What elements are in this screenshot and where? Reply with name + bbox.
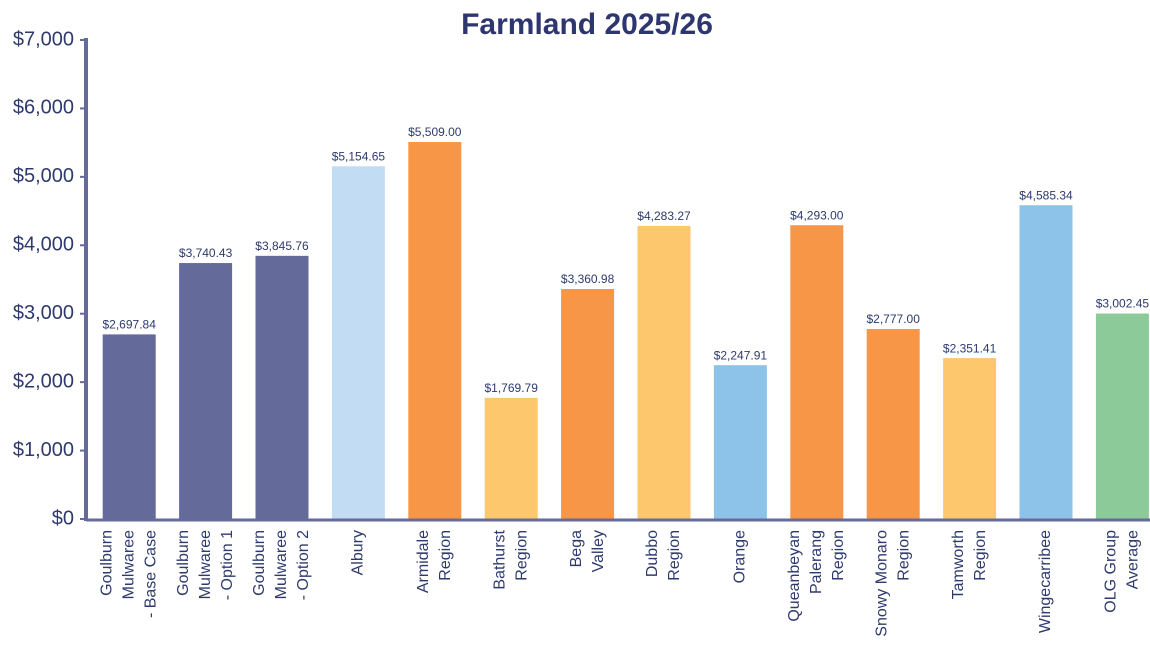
value-label: $4,293.00 (790, 208, 844, 222)
chart-title: Farmland 2025/26 (461, 8, 713, 41)
x-tick-label: Orange (732, 530, 749, 583)
x-tick-label: Region (895, 530, 912, 581)
bar (102, 334, 156, 519)
y-tick-label: $1,000 (13, 439, 74, 461)
x-tick-label: Region (972, 530, 989, 581)
x-tick-label: Goulburn (251, 530, 268, 596)
value-label: $4,585.34 (1019, 188, 1073, 202)
x-tick-label: Mulwaree (120, 530, 137, 599)
x-tick-label: Bega (568, 530, 585, 567)
x-tick-label: Wingecarribee (1037, 530, 1054, 633)
x-tick-label: Armidale (415, 530, 432, 593)
x-tick-label: Mulwaree (197, 530, 214, 599)
value-label: $2,351.41 (943, 341, 997, 355)
x-tick-label: Region (666, 530, 683, 581)
x-tick-label: Goulburn (98, 530, 115, 596)
x-tick-label: Region (830, 530, 847, 581)
x-tick-label: Tamworth (950, 530, 967, 599)
value-label: $2,247.91 (714, 348, 768, 362)
bar (1095, 313, 1149, 519)
x-tick-label: Albury (350, 530, 367, 575)
value-label: $3,360.98 (561, 272, 615, 286)
value-label: $5,154.65 (332, 149, 386, 163)
value-label: $5,509.00 (408, 125, 462, 139)
y-tick-label: $3,000 (13, 302, 74, 324)
y-tick-label: $0 (52, 507, 74, 529)
bar (484, 397, 538, 519)
bar (943, 358, 997, 519)
bar (331, 166, 385, 519)
x-tick-label: Mulwaree (273, 530, 290, 599)
x-tick-label: Region (513, 530, 530, 581)
y-tick-label: $4,000 (13, 234, 74, 256)
x-tick-label: OLG Group (1103, 530, 1120, 613)
x-tick-label: Average (1125, 530, 1142, 589)
x-tick-label: Valley (590, 530, 607, 572)
value-label: $4,283.27 (637, 209, 691, 223)
x-tick-label: - Base Case (142, 530, 159, 618)
y-tick-label: $6,000 (13, 97, 74, 119)
value-label: $3,002.45 (1096, 297, 1150, 311)
x-tick-label: Snowy Monaro (873, 530, 890, 637)
bar (408, 142, 462, 520)
bar (255, 255, 309, 519)
value-label: $1,769.79 (485, 381, 539, 395)
x-tick-label: Region (437, 530, 454, 581)
value-label: $3,845.76 (255, 239, 309, 253)
x-tick-label: Palerang (808, 530, 825, 594)
y-tick-label: $5,000 (13, 165, 74, 187)
bar (561, 289, 615, 519)
value-label: $2,777.00 (867, 312, 921, 326)
bar (1019, 205, 1073, 519)
bar (866, 328, 920, 519)
x-tick-label: Queanbeyan (786, 530, 803, 622)
bar (790, 225, 844, 519)
x-tick-label: Bathurst (491, 529, 508, 589)
x-tick-label: Goulburn (175, 530, 192, 596)
y-tick-label: $2,000 (13, 370, 74, 392)
x-tick-label: - Option 2 (295, 530, 312, 600)
bar (713, 365, 767, 519)
bar (179, 263, 233, 519)
bar (637, 225, 691, 519)
x-tick-label: - Option 1 (219, 530, 236, 600)
value-label: $2,697.84 (103, 318, 157, 332)
x-tick-label: Dubbo (644, 530, 661, 577)
y-tick-label: $7,000 (13, 28, 74, 50)
value-label: $3,740.43 (179, 246, 233, 260)
